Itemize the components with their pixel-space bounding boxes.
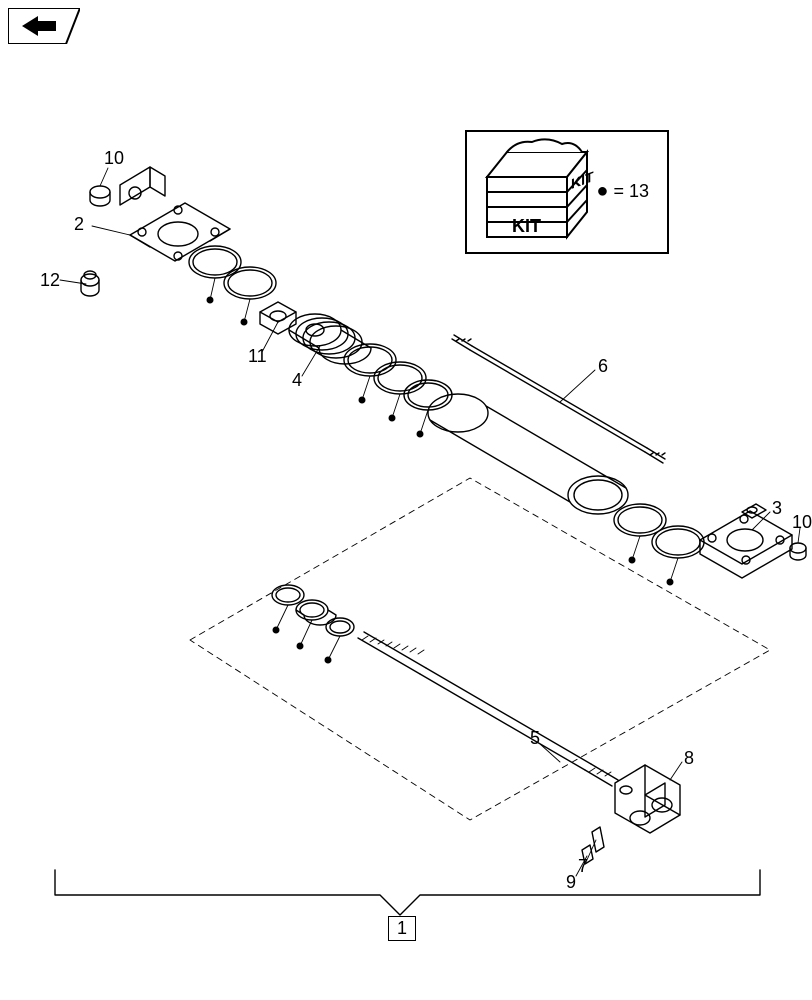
- part-10a: [90, 186, 110, 206]
- part-6: [452, 335, 665, 463]
- seal-ring-2: [224, 267, 276, 299]
- rod-seal-3: [326, 618, 354, 636]
- callout-8: 8: [684, 748, 694, 769]
- part-8: [615, 765, 680, 833]
- seal-ring-5: [404, 380, 452, 410]
- cylinder-barrel: [428, 394, 628, 514]
- callout-1: 1: [397, 918, 407, 938]
- part-2: [120, 167, 230, 261]
- seal-ring-7: [652, 526, 704, 558]
- seal-ring-3: [344, 344, 396, 376]
- callout-4: 4: [292, 370, 302, 391]
- callout-2: 2: [74, 214, 84, 235]
- callout-10b: 10: [792, 512, 812, 533]
- assembly-bracket: [55, 870, 760, 915]
- callout-10a: 10: [104, 148, 124, 169]
- part-5: [358, 632, 618, 786]
- callout-5: 5: [530, 728, 540, 749]
- part-7: [592, 827, 604, 852]
- seal-ring-1: [189, 246, 241, 278]
- callout-12: 12: [40, 270, 60, 291]
- rod-seal-1: [272, 585, 304, 605]
- callout-9: 9: [566, 872, 576, 893]
- callout-7: 7: [578, 856, 588, 877]
- callout-3: 3: [772, 498, 782, 519]
- part-4: [289, 314, 371, 364]
- callout-1-box: 1: [388, 916, 416, 941]
- callout-11: 11: [248, 346, 267, 367]
- part-11: [260, 302, 296, 334]
- callout-6: 6: [598, 356, 608, 377]
- seal-ring-4: [374, 362, 426, 394]
